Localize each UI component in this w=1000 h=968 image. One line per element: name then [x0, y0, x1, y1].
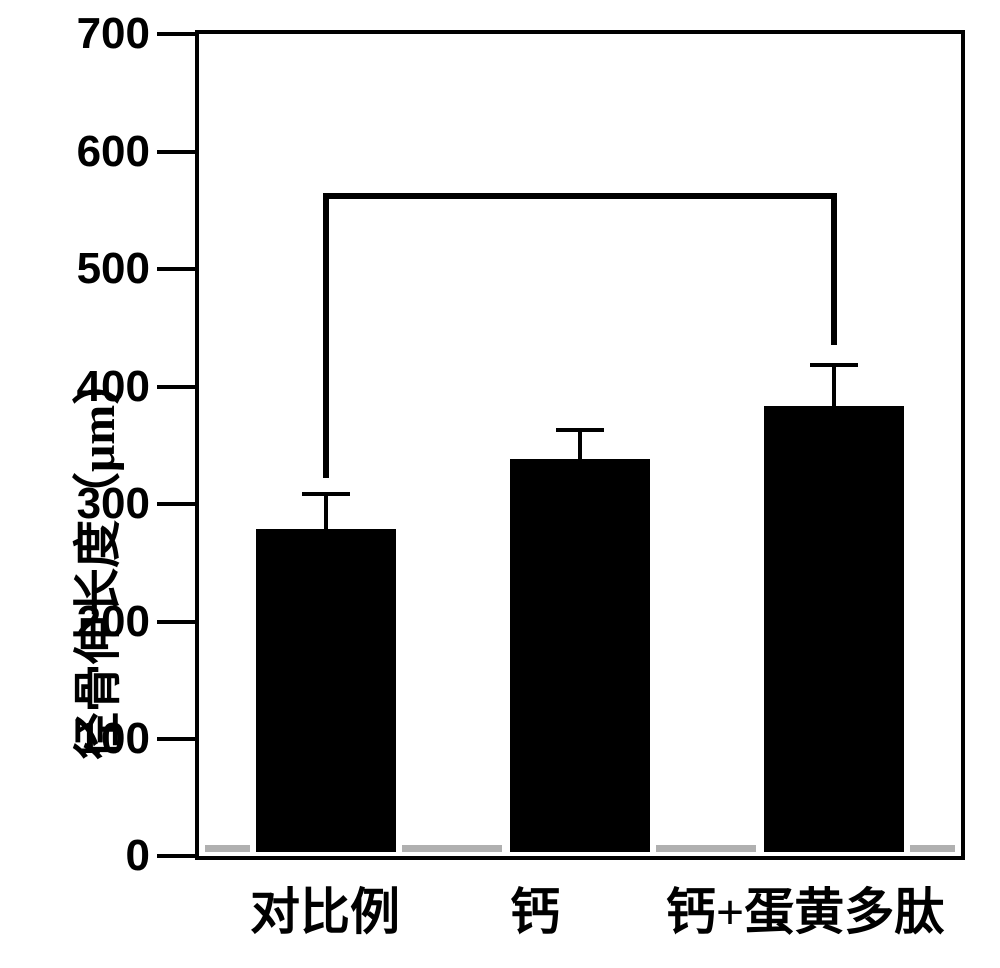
- significance-bracket-right: [831, 193, 837, 345]
- yticklabel-400: 400: [72, 362, 150, 412]
- xlabel-2: 钙+蛋黄多肽: [620, 872, 990, 944]
- bar-0: [256, 529, 396, 852]
- errorbar-2-cap: [810, 363, 858, 367]
- bar-1: [510, 459, 650, 852]
- bar-2: [764, 406, 904, 852]
- xlabel-1: 钙: [475, 872, 595, 944]
- errorbar-2-stem: [832, 365, 836, 406]
- baseline-blip: [205, 845, 250, 852]
- errorbar-1-cap: [556, 428, 604, 432]
- y-axis-title: 径骨伸长度（μm）: [58, 357, 128, 760]
- plot-area: [195, 30, 965, 860]
- errorbar-1-stem: [578, 430, 582, 459]
- baseline-blip: [402, 845, 502, 852]
- bone-elongation-chart: 径骨伸长度（μm） 700: [0, 0, 1000, 968]
- baseline-blip: [656, 845, 756, 852]
- yticklabel-100: 100: [72, 714, 150, 764]
- yticklabel-300: 300: [72, 479, 150, 529]
- yticklabel-200: 200: [72, 597, 150, 647]
- errorbar-0-cap: [302, 492, 350, 496]
- yticklabel-0: 0: [72, 831, 150, 881]
- yticklabel-500: 500: [72, 244, 150, 294]
- baseline-blip: [910, 845, 955, 852]
- ytick-100: [157, 737, 199, 741]
- ytick-600: [157, 150, 199, 154]
- ytick-400: [157, 385, 199, 389]
- yticklabel-700: 700: [72, 9, 150, 59]
- errorbar-0-stem: [324, 494, 328, 529]
- ytick-300: [157, 502, 199, 506]
- ytick-700: [157, 32, 199, 36]
- significance-bracket-top: [323, 193, 837, 199]
- yticklabel-600: 600: [72, 127, 150, 177]
- significance-bracket-left: [323, 193, 329, 478]
- ytick-200: [157, 620, 199, 624]
- xlabel-0: 对比例: [200, 872, 450, 944]
- ytick-500: [157, 267, 199, 271]
- ytick-0: [157, 854, 199, 858]
